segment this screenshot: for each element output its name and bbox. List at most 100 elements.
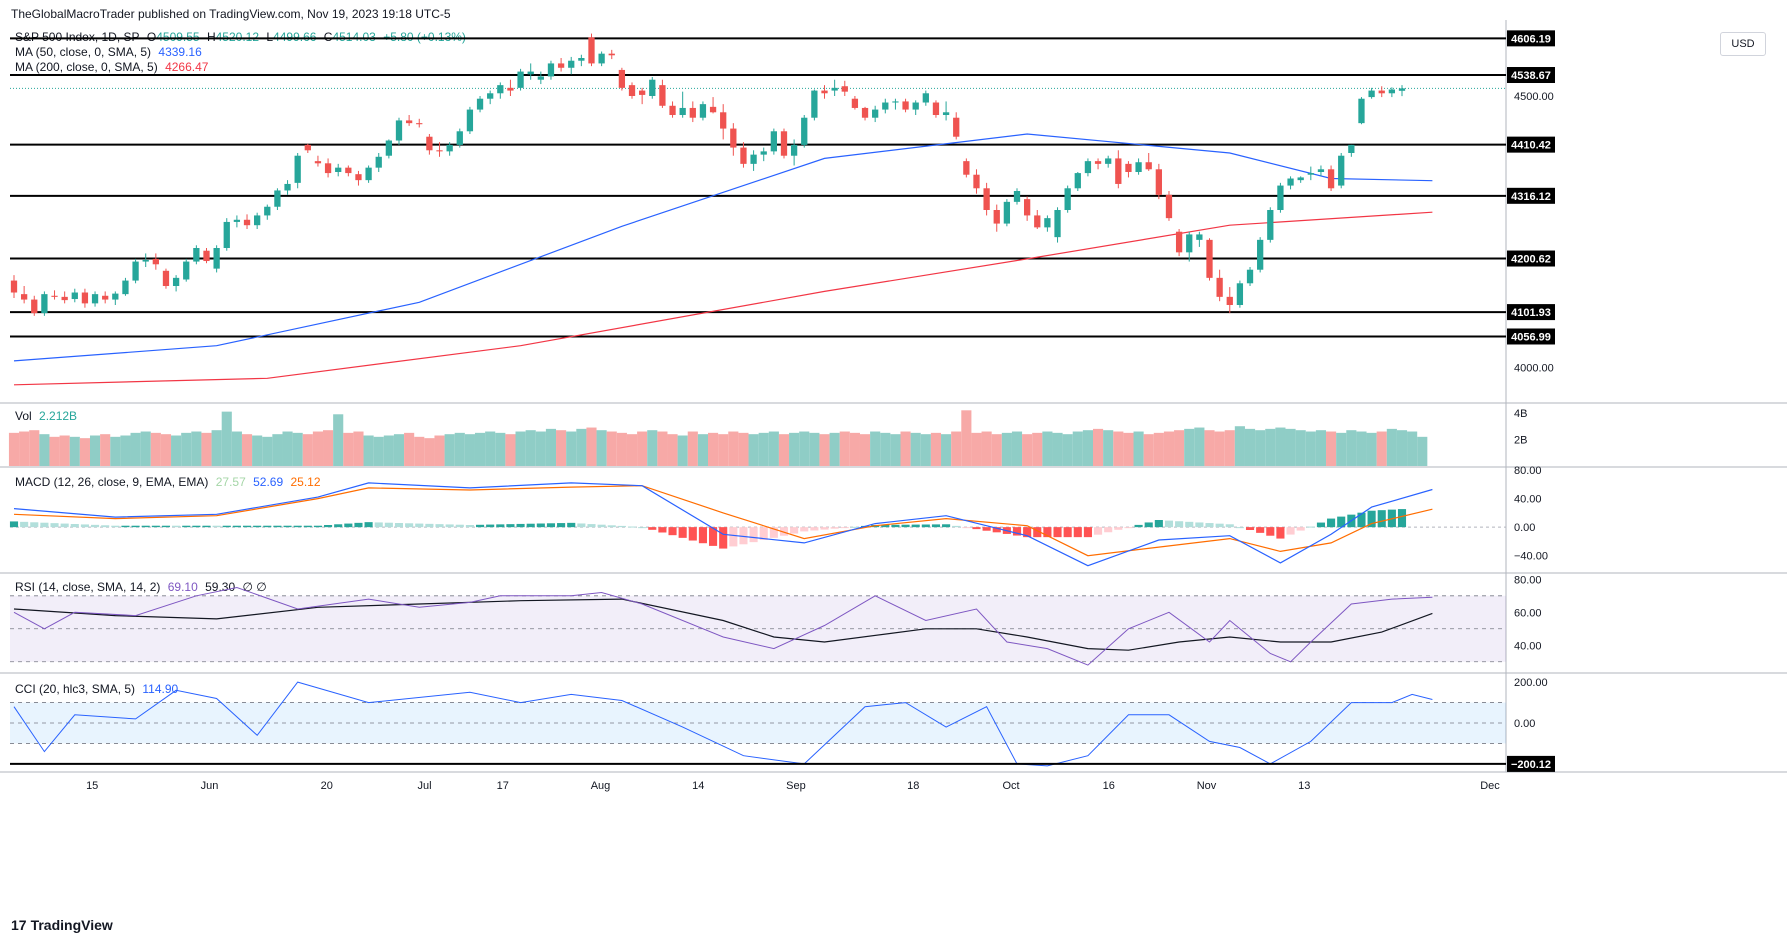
x-axis-label-15: 15 [86, 780, 98, 792]
macd-histogram-bar [1397, 509, 1407, 528]
candle-body [1368, 90, 1375, 98]
candle-body [497, 85, 504, 94]
volume-bar [69, 436, 80, 466]
currency-button[interactable]: USD [1720, 32, 1766, 56]
cci-line [13, 681, 1433, 767]
macd-tick: 80.00 [1514, 465, 1542, 477]
symbol-header: S&P 500 Index, 1D, SP O4509.55 H4520.12 … [15, 30, 470, 44]
symbol-name[interactable]: S&P 500 Index, 1D, SP [15, 30, 140, 44]
vol-tick-4B: 4B [1514, 408, 1527, 420]
macd-histogram-bar [1124, 527, 1133, 529]
candle-body [588, 37, 595, 64]
volume-bar [485, 431, 496, 466]
volume-bar [59, 435, 70, 466]
macd-histogram-bar [334, 524, 343, 528]
candle-body [436, 150, 443, 152]
ma50-legend[interactable]: MA (50, close, 0, SMA, 5) 4339.16 [15, 45, 206, 59]
volume-bar [1234, 426, 1245, 466]
candle-body [1297, 177, 1304, 181]
macd-histogram-bar [101, 525, 110, 528]
candle-body [1044, 218, 1051, 228]
volume-bar [49, 436, 60, 466]
volume-bar [8, 432, 20, 466]
macd-histogram-bar [1043, 527, 1052, 538]
vol-tick-2B: 2B [1514, 434, 1527, 446]
volume-bar [241, 434, 253, 466]
macd-histogram-bar [212, 525, 221, 528]
volume-bar [1062, 434, 1073, 466]
rsi-ma-value: 59.30 [205, 580, 236, 594]
macd-histogram-bar [303, 525, 312, 528]
volume-bar [292, 432, 303, 466]
macd-histogram-bar [1154, 520, 1163, 528]
candle-body [1125, 163, 1132, 172]
volume-bar [1042, 431, 1053, 466]
volume-bar [697, 434, 708, 466]
x-axis-label-Dec: Dec [1480, 780, 1500, 792]
volume-bar [474, 432, 486, 466]
macd-legend[interactable]: MACD (12, 26, close, 9, EMA, EMA) 27.57 … [15, 475, 325, 489]
volume-bar [687, 431, 698, 466]
macd-histogram-bar [496, 524, 505, 528]
volume-bar [211, 430, 222, 466]
cci-legend[interactable]: CCI (20, hlc3, SMA, 5) 114.90 [15, 682, 182, 696]
macd-histogram-bar [769, 527, 778, 538]
macd-histogram-bar [962, 527, 971, 529]
candle-body [709, 106, 717, 113]
volume-bar [1224, 430, 1235, 466]
ma200-label: MA (200, close, 0, SMA, 5) [15, 60, 158, 74]
vol-legend[interactable]: Vol 2.212B [15, 409, 81, 423]
macd-histogram-bar [293, 525, 302, 528]
macd-histogram-bar [921, 524, 930, 528]
macd-histogram-bar [1256, 527, 1265, 533]
volume-bar [1082, 430, 1093, 466]
volume-bar [829, 432, 840, 466]
macd-histogram-bar [90, 524, 100, 528]
candle-body [1094, 161, 1102, 164]
candle-body [1034, 215, 1041, 228]
volume-bar [667, 434, 678, 466]
candle-body [902, 101, 909, 110]
macd-histogram-bar [627, 526, 637, 528]
candle-body [780, 131, 788, 156]
macd-histogram-bar [982, 527, 991, 531]
macd-histogram-bar [20, 521, 29, 528]
candle-body [1175, 231, 1183, 253]
volume-bar [150, 432, 161, 466]
volume-bar [971, 432, 982, 466]
macd-histogram-bar [455, 524, 464, 528]
macd-histogram-bar [232, 525, 241, 528]
volume-bar [495, 432, 506, 466]
candle-body [1338, 155, 1345, 186]
brand-text: TradingView [30, 917, 113, 933]
candle-body [1115, 158, 1122, 184]
volume-bar [333, 414, 344, 466]
candle-body [10, 280, 18, 293]
candle-body [1145, 162, 1152, 170]
tradingview-brand[interactable]: 17 TradingView [11, 917, 113, 933]
macd-histogram-bar [850, 526, 859, 528]
volume-bar [576, 428, 587, 466]
x-axis-label-20: 20 [321, 780, 333, 792]
candle-body [345, 167, 352, 174]
rsi-legend[interactable]: RSI (14, close, SMA, 14, 2) 69.10 59.30 … [15, 580, 271, 594]
ma200-legend[interactable]: MA (200, close, 0, SMA, 5) 4266.47 [15, 60, 212, 74]
volume-bar [789, 432, 800, 466]
volume-bar [870, 431, 881, 466]
macd-histogram-bar [50, 523, 59, 528]
tradingview-logo-icon: 17 [11, 917, 27, 933]
candle-body [760, 151, 767, 155]
candle-body [395, 120, 403, 141]
candle-body [659, 85, 666, 106]
volume-bar [1194, 427, 1205, 466]
candle-body [476, 98, 484, 110]
macd-histogram-bar [749, 527, 758, 543]
macd-histogram-bar [668, 527, 677, 536]
cci-level-label-bg [1507, 755, 1555, 772]
candle-body [41, 294, 48, 314]
macd-tick: 0.00 [1514, 522, 1535, 534]
macd-histogram-bar [192, 525, 201, 528]
macd-histogram-bar [698, 527, 707, 544]
candle-body [527, 71, 534, 75]
